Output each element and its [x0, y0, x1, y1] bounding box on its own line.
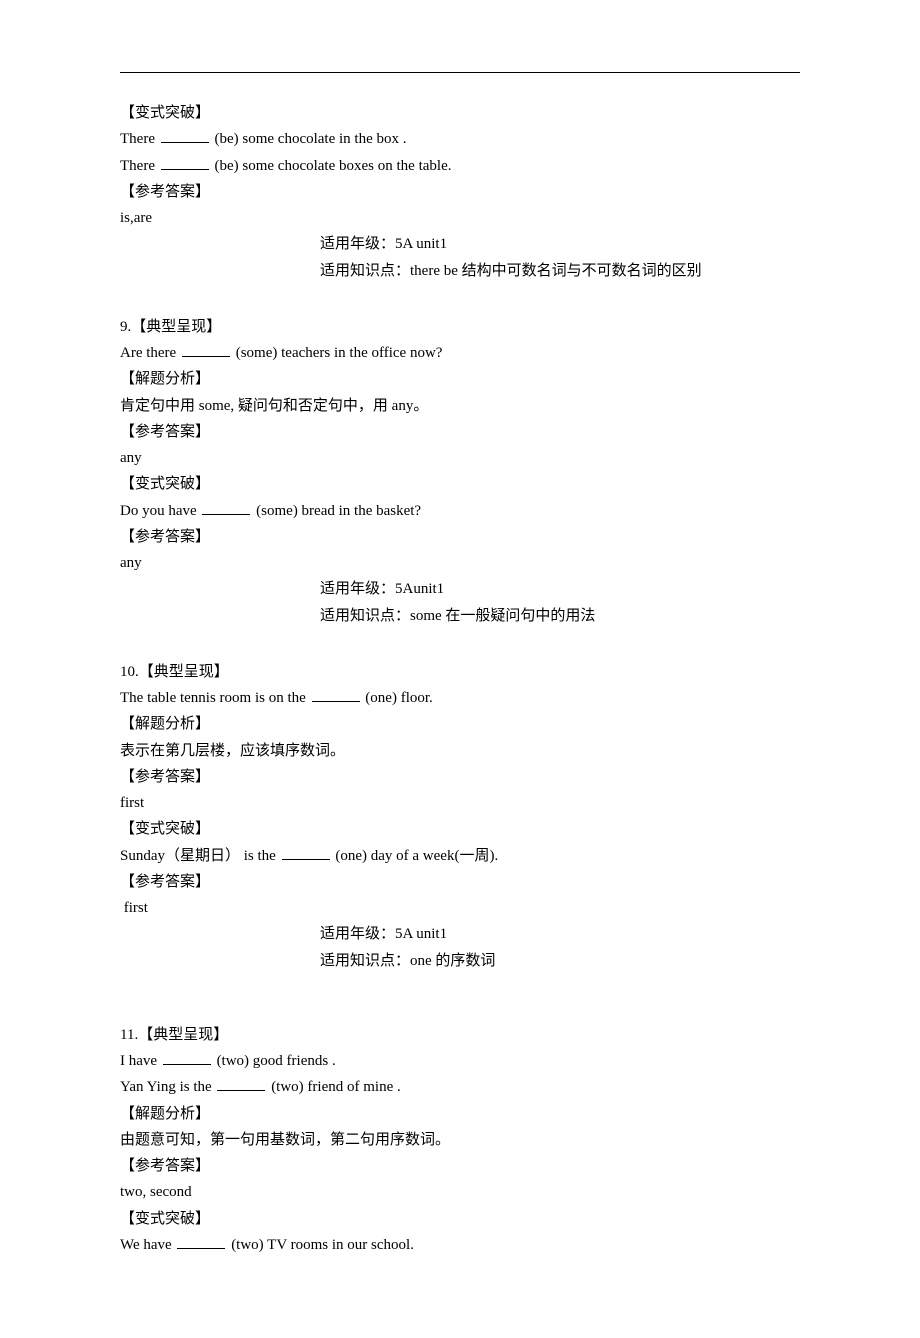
sec10-analysis: 表示在第几层楼，应该填序数词。	[120, 738, 800, 764]
sec11-variant-question: We have (two) TV rooms in our school.	[120, 1232, 800, 1258]
sec9-answer2: any	[120, 550, 800, 576]
blank	[312, 686, 360, 702]
text: (two) friend of mine .	[267, 1079, 400, 1095]
text: (two) good friends .	[213, 1053, 336, 1069]
text: Yan Ying is the	[120, 1079, 215, 1095]
sec8-variant-heading: 【变式突破】	[120, 100, 800, 126]
sec8-meta-point: 适用知识点：there be 结构中可数名词与不可数名词的区别	[120, 258, 800, 284]
sec10-analysis-heading: 【解题分析】	[120, 711, 800, 737]
text: (two) TV rooms in our school.	[227, 1237, 414, 1253]
blank	[161, 127, 209, 143]
spacer	[120, 629, 800, 659]
text: (one) day of a week(一周).	[332, 848, 499, 864]
text: (one) floor.	[362, 690, 433, 706]
sec10-heading: 10.【典型呈现】	[120, 659, 800, 685]
sec9-question: Are there (some) teachers in the office …	[120, 340, 800, 366]
sec9-answer2-heading: 【参考答案】	[120, 524, 800, 550]
sec11-variant-heading: 【变式突破】	[120, 1206, 800, 1232]
sec8-variant-line2: There (be) some chocolate boxes on the t…	[120, 153, 800, 179]
text: (be) some chocolate boxes on the table.	[211, 158, 452, 174]
blank	[161, 154, 209, 170]
blank	[163, 1049, 211, 1065]
text: We have	[120, 1237, 175, 1253]
sec8-variant-line1: There (be) some chocolate in the box .	[120, 126, 800, 152]
sec10-meta-point: 适用知识点：one 的序数词	[120, 948, 800, 974]
sec10-meta-grade: 适用年级：5A unit1	[120, 921, 800, 947]
page: 【变式突破】 There (be) some chocolate in the …	[0, 0, 920, 1338]
sec11-heading: 11.【典型呈现】	[120, 1022, 800, 1048]
sec10-variant-question: Sunday（星期日） is the (one) day of a week(一…	[120, 843, 800, 869]
text: (some) bread in the basket?	[252, 503, 421, 519]
blank	[217, 1075, 265, 1091]
sec10-answer1: first	[120, 790, 800, 816]
text: (some) teachers in the office now?	[232, 345, 442, 361]
text: Do you have	[120, 503, 200, 519]
sec11-analysis-heading: 【解题分析】	[120, 1101, 800, 1127]
text: I have	[120, 1053, 161, 1069]
sec9-meta-point: 适用知识点：some 在一般疑问句中的用法	[120, 603, 800, 629]
sec10-answer1-heading: 【参考答案】	[120, 764, 800, 790]
sec8-meta-grade: 适用年级：5A unit1	[120, 231, 800, 257]
sec10-variant-heading: 【变式突破】	[120, 816, 800, 842]
sec11-answer: two, second	[120, 1179, 800, 1205]
sec9-answer1: any	[120, 445, 800, 471]
sec11-question1: I have (two) good friends .	[120, 1048, 800, 1074]
spacer	[120, 1004, 800, 1022]
sec8-answer-heading: 【参考答案】	[120, 179, 800, 205]
text: (be) some chocolate in the box .	[211, 131, 407, 147]
sec9-analysis: 肯定句中用 some, 疑问句和否定句中，用 any。	[120, 393, 800, 419]
sec9-analysis-heading: 【解题分析】	[120, 366, 800, 392]
blank	[177, 1233, 225, 1249]
sec9-variant-question: Do you have (some) bread in the basket?	[120, 498, 800, 524]
sec9-heading: 9.【典型呈现】	[120, 314, 800, 340]
sec10-answer2: first	[120, 895, 800, 921]
text: There	[120, 131, 159, 147]
text: The table tennis room is on the	[120, 690, 310, 706]
sec8-answer: is,are	[120, 205, 800, 231]
sec9-variant-heading: 【变式突破】	[120, 471, 800, 497]
text: Sunday（星期日） is the	[120, 848, 280, 864]
sec11-question2: Yan Ying is the (two) friend of mine .	[120, 1074, 800, 1100]
sec9-meta-grade: 适用年级：5Aunit1	[120, 576, 800, 602]
blank	[282, 844, 330, 860]
sec11-analysis: 由题意可知，第一句用基数词，第二句用序数词。	[120, 1127, 800, 1153]
sec10-question: The table tennis room is on the (one) fl…	[120, 685, 800, 711]
sec11-answer-heading: 【参考答案】	[120, 1153, 800, 1179]
sec9-answer1-heading: 【参考答案】	[120, 419, 800, 445]
sec10-answer2-heading: 【参考答案】	[120, 869, 800, 895]
text: There	[120, 158, 159, 174]
text: Are there	[120, 345, 180, 361]
spacer	[120, 284, 800, 314]
blank	[182, 341, 230, 357]
blank	[202, 499, 250, 515]
top-rule	[120, 72, 800, 73]
spacer	[120, 974, 800, 1004]
